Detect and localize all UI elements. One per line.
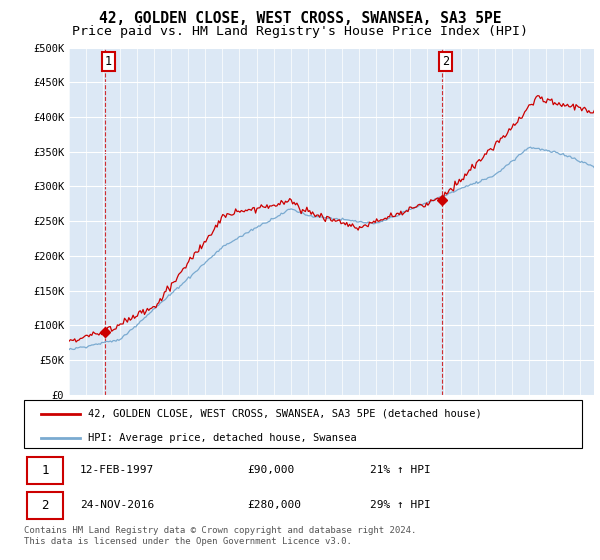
Text: Price paid vs. HM Land Registry's House Price Index (HPI): Price paid vs. HM Land Registry's House … xyxy=(72,25,528,38)
Text: 2: 2 xyxy=(41,499,49,512)
Text: £280,000: £280,000 xyxy=(247,501,301,510)
Text: £90,000: £90,000 xyxy=(247,465,295,475)
Text: 24-NOV-2016: 24-NOV-2016 xyxy=(80,501,154,510)
Text: 1: 1 xyxy=(105,55,112,68)
Bar xyxy=(27,457,63,484)
Text: HPI: Average price, detached house, Swansea: HPI: Average price, detached house, Swan… xyxy=(88,432,357,442)
Bar xyxy=(27,492,63,519)
Text: 29% ↑ HPI: 29% ↑ HPI xyxy=(370,501,431,510)
Text: 12-FEB-1997: 12-FEB-1997 xyxy=(80,465,154,475)
Text: 21% ↑ HPI: 21% ↑ HPI xyxy=(370,465,431,475)
Text: 2: 2 xyxy=(442,55,449,68)
Text: 1: 1 xyxy=(41,464,49,477)
Text: 42, GOLDEN CLOSE, WEST CROSS, SWANSEA, SA3 5PE: 42, GOLDEN CLOSE, WEST CROSS, SWANSEA, S… xyxy=(99,11,501,26)
Text: Contains HM Land Registry data © Crown copyright and database right 2024.
This d: Contains HM Land Registry data © Crown c… xyxy=(24,526,416,546)
Text: 42, GOLDEN CLOSE, WEST CROSS, SWANSEA, SA3 5PE (detached house): 42, GOLDEN CLOSE, WEST CROSS, SWANSEA, S… xyxy=(88,409,482,419)
